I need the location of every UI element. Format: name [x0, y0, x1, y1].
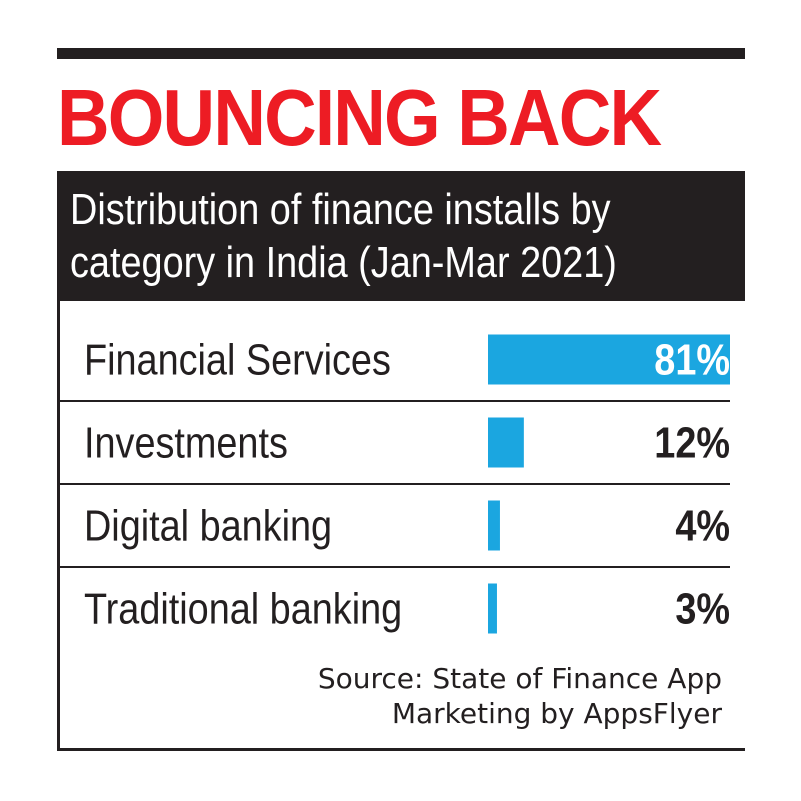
category-label: Traditional banking [84, 584, 402, 633]
data-bar [488, 583, 497, 634]
data-bar [488, 334, 730, 385]
data-bar [488, 417, 524, 468]
data-label: 81% [654, 335, 730, 384]
data-bar [488, 500, 500, 551]
chart-panel [57, 301, 745, 751]
source-line-2: Marketing by AppsFlyer [391, 697, 722, 730]
source-note: Source: State of Finance App Marketing b… [60, 661, 722, 731]
category-label: Investments [84, 418, 288, 467]
chart-subtitle: Distribution of finance installs by cate… [70, 185, 617, 287]
subtitle-box: Distribution of finance installs by cate… [57, 171, 745, 301]
category-label: Digital banking [84, 501, 332, 550]
category-label: Financial Services [84, 335, 391, 384]
headline: BOUNCING BACK [57, 73, 662, 162]
data-label: 12% [654, 418, 730, 467]
data-label: 4% [675, 501, 730, 550]
top-rule [57, 48, 745, 59]
data-label: 3% [675, 584, 730, 633]
source-line-1: Source: State of Finance App [317, 662, 722, 695]
